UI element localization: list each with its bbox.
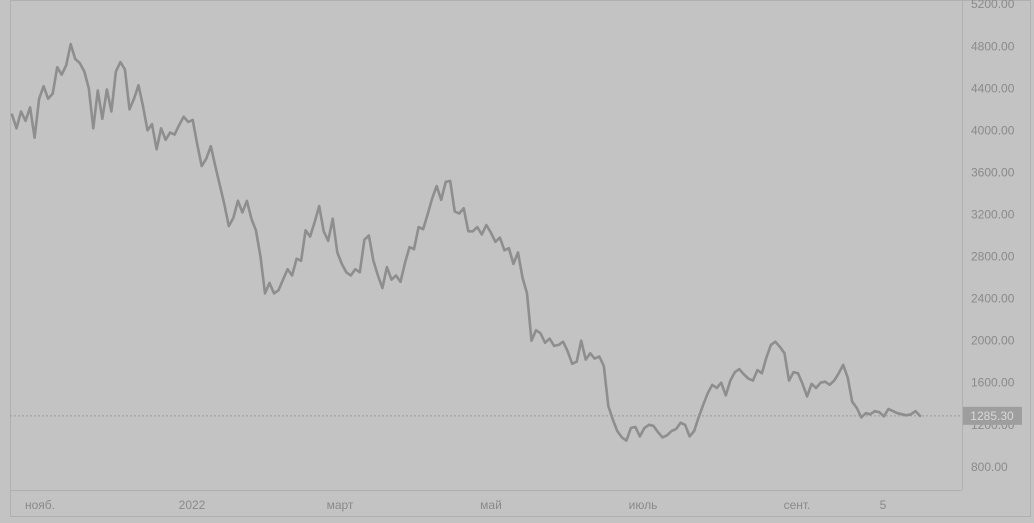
last-price-tag: 1285.30 [963,406,1022,425]
x-tick-label: нояб. [25,498,55,512]
y-tick-label: 1600.00 [971,376,1015,390]
x-axis: нояб. 2022 март май июль сент. 5 [10,490,962,512]
x-tick-label: сент. [784,498,811,512]
chart-frame [10,0,1031,517]
x-tick-label: март [327,498,354,512]
x-tick-label: июль [629,498,658,512]
y-tick-label: 2400.00 [971,292,1015,306]
last-price-label: 1285.30 [970,409,1014,423]
y-tick-label: 4000.00 [971,123,1015,137]
price-series-line [10,42,922,442]
y-tick-label: 2800.00 [971,250,1015,264]
y-tick-label: 4800.00 [971,39,1015,53]
y-tick-label: 800.00 [971,460,1008,474]
y-tick-label: 5200.00 [971,0,1015,11]
x-tick-label: май [480,498,502,512]
y-tick-label: 4400.00 [971,81,1015,95]
x-tick-label: 5 [880,498,887,512]
plot-area [10,0,1031,517]
x-tick-label: 2022 [179,498,206,512]
y-tick-label: 3600.00 [971,165,1015,179]
y-tick-label: 2000.00 [971,334,1015,348]
last-price-label-bg [963,406,1022,425]
y-tick-label: 3200.00 [971,208,1015,222]
